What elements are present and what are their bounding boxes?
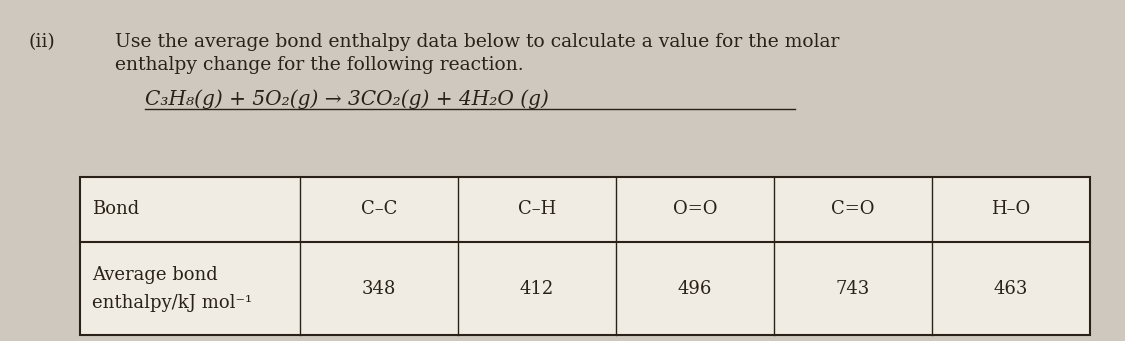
Text: C₃H₈(g) + 5O₂(g) → 3CO₂(g) + 4H₂O (g): C₃H₈(g) + 5O₂(g) → 3CO₂(g) + 4H₂O (g) <box>145 89 549 109</box>
Text: enthalpy change for the following reaction.: enthalpy change for the following reacti… <box>115 56 523 74</box>
Text: C=O: C=O <box>831 201 875 219</box>
Text: Average bond: Average bond <box>92 266 218 283</box>
Text: enthalpy/kJ mol⁻¹: enthalpy/kJ mol⁻¹ <box>92 294 252 311</box>
Text: O=O: O=O <box>673 201 718 219</box>
Text: Use the average bond enthalpy data below to calculate a value for the molar: Use the average bond enthalpy data below… <box>115 33 839 51</box>
Text: 496: 496 <box>677 280 712 297</box>
Text: H–O: H–O <box>991 201 1030 219</box>
Text: C–C: C–C <box>361 201 397 219</box>
Text: 743: 743 <box>836 280 870 297</box>
Text: C–H: C–H <box>518 201 556 219</box>
Bar <box>80 177 1090 335</box>
Text: 348: 348 <box>362 280 396 297</box>
Text: Bond: Bond <box>92 201 140 219</box>
Text: 412: 412 <box>520 280 555 297</box>
Text: (ii): (ii) <box>28 33 55 51</box>
Text: 463: 463 <box>993 280 1028 297</box>
